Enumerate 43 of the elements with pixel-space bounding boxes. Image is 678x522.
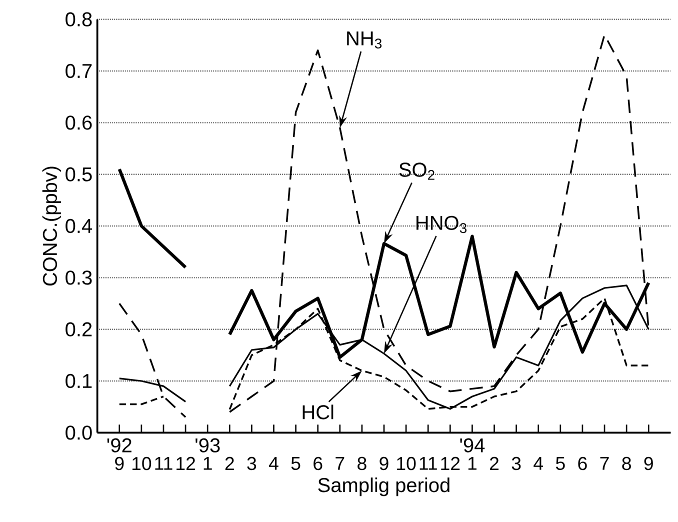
y-tick-label: 0.8: [66, 12, 92, 26]
y-tick-label: 0.7: [66, 64, 92, 78]
x-tick-label: 6: [578, 456, 587, 470]
x-tick-label: 9: [380, 456, 388, 470]
x-tick-label: 3: [247, 456, 256, 470]
annotation: HNO$_{3}$: [416, 216, 467, 234]
x-tick-label: 10: [132, 456, 152, 470]
x-tick-label: 4: [534, 456, 543, 470]
x-tick-label: 1: [204, 456, 212, 470]
text: '93: [196, 438, 220, 452]
y-tick-label: 0.0: [66, 426, 92, 440]
x-axis-title: Samplig period: [318, 478, 450, 496]
x-tick-label: 7: [600, 456, 609, 470]
x-tick-label: 3: [512, 456, 521, 470]
x-tick-label: 5: [291, 456, 300, 470]
text: '94: [460, 438, 485, 452]
y-tick-label: 0.5: [66, 167, 92, 182]
x-tick-label: 5: [556, 456, 565, 470]
x-tick-label: 12: [176, 456, 195, 470]
y-tick-label: 0.3: [66, 270, 92, 285]
y-tick-label: 0.6: [66, 116, 92, 130]
x-tick-label: 4: [268, 456, 278, 470]
text: '92: [107, 438, 132, 452]
y-tick-label: 0.1: [66, 374, 92, 388]
x-tick-label: 2: [490, 456, 499, 470]
x-tick-label: 9: [644, 456, 653, 470]
x-tick-label: 11: [420, 456, 437, 470]
x-tick-label: 6: [314, 456, 322, 470]
x-tick-label: 1: [468, 456, 476, 470]
y-tick-label: 0.4: [66, 218, 92, 234]
x-tick-label: 11: [155, 456, 172, 470]
y-axis-title: CONC.(ppbv): [42, 166, 61, 286]
x-tick-label: 7: [336, 456, 344, 470]
x-tick-label: 8: [358, 456, 366, 470]
annotation: NH$_{3}$: [347, 31, 382, 49]
x-tick-label: 2: [225, 456, 234, 470]
x-tick-label: 9: [115, 456, 124, 470]
x-tick-label: 8: [622, 456, 631, 470]
x-tick-label: 10: [397, 456, 416, 470]
x-tick-label: 12: [441, 456, 460, 470]
y-tick-label: 0.2: [66, 322, 92, 336]
annotation: SO$_{2}$: [399, 162, 434, 180]
annotation: HCl: [302, 404, 334, 420]
